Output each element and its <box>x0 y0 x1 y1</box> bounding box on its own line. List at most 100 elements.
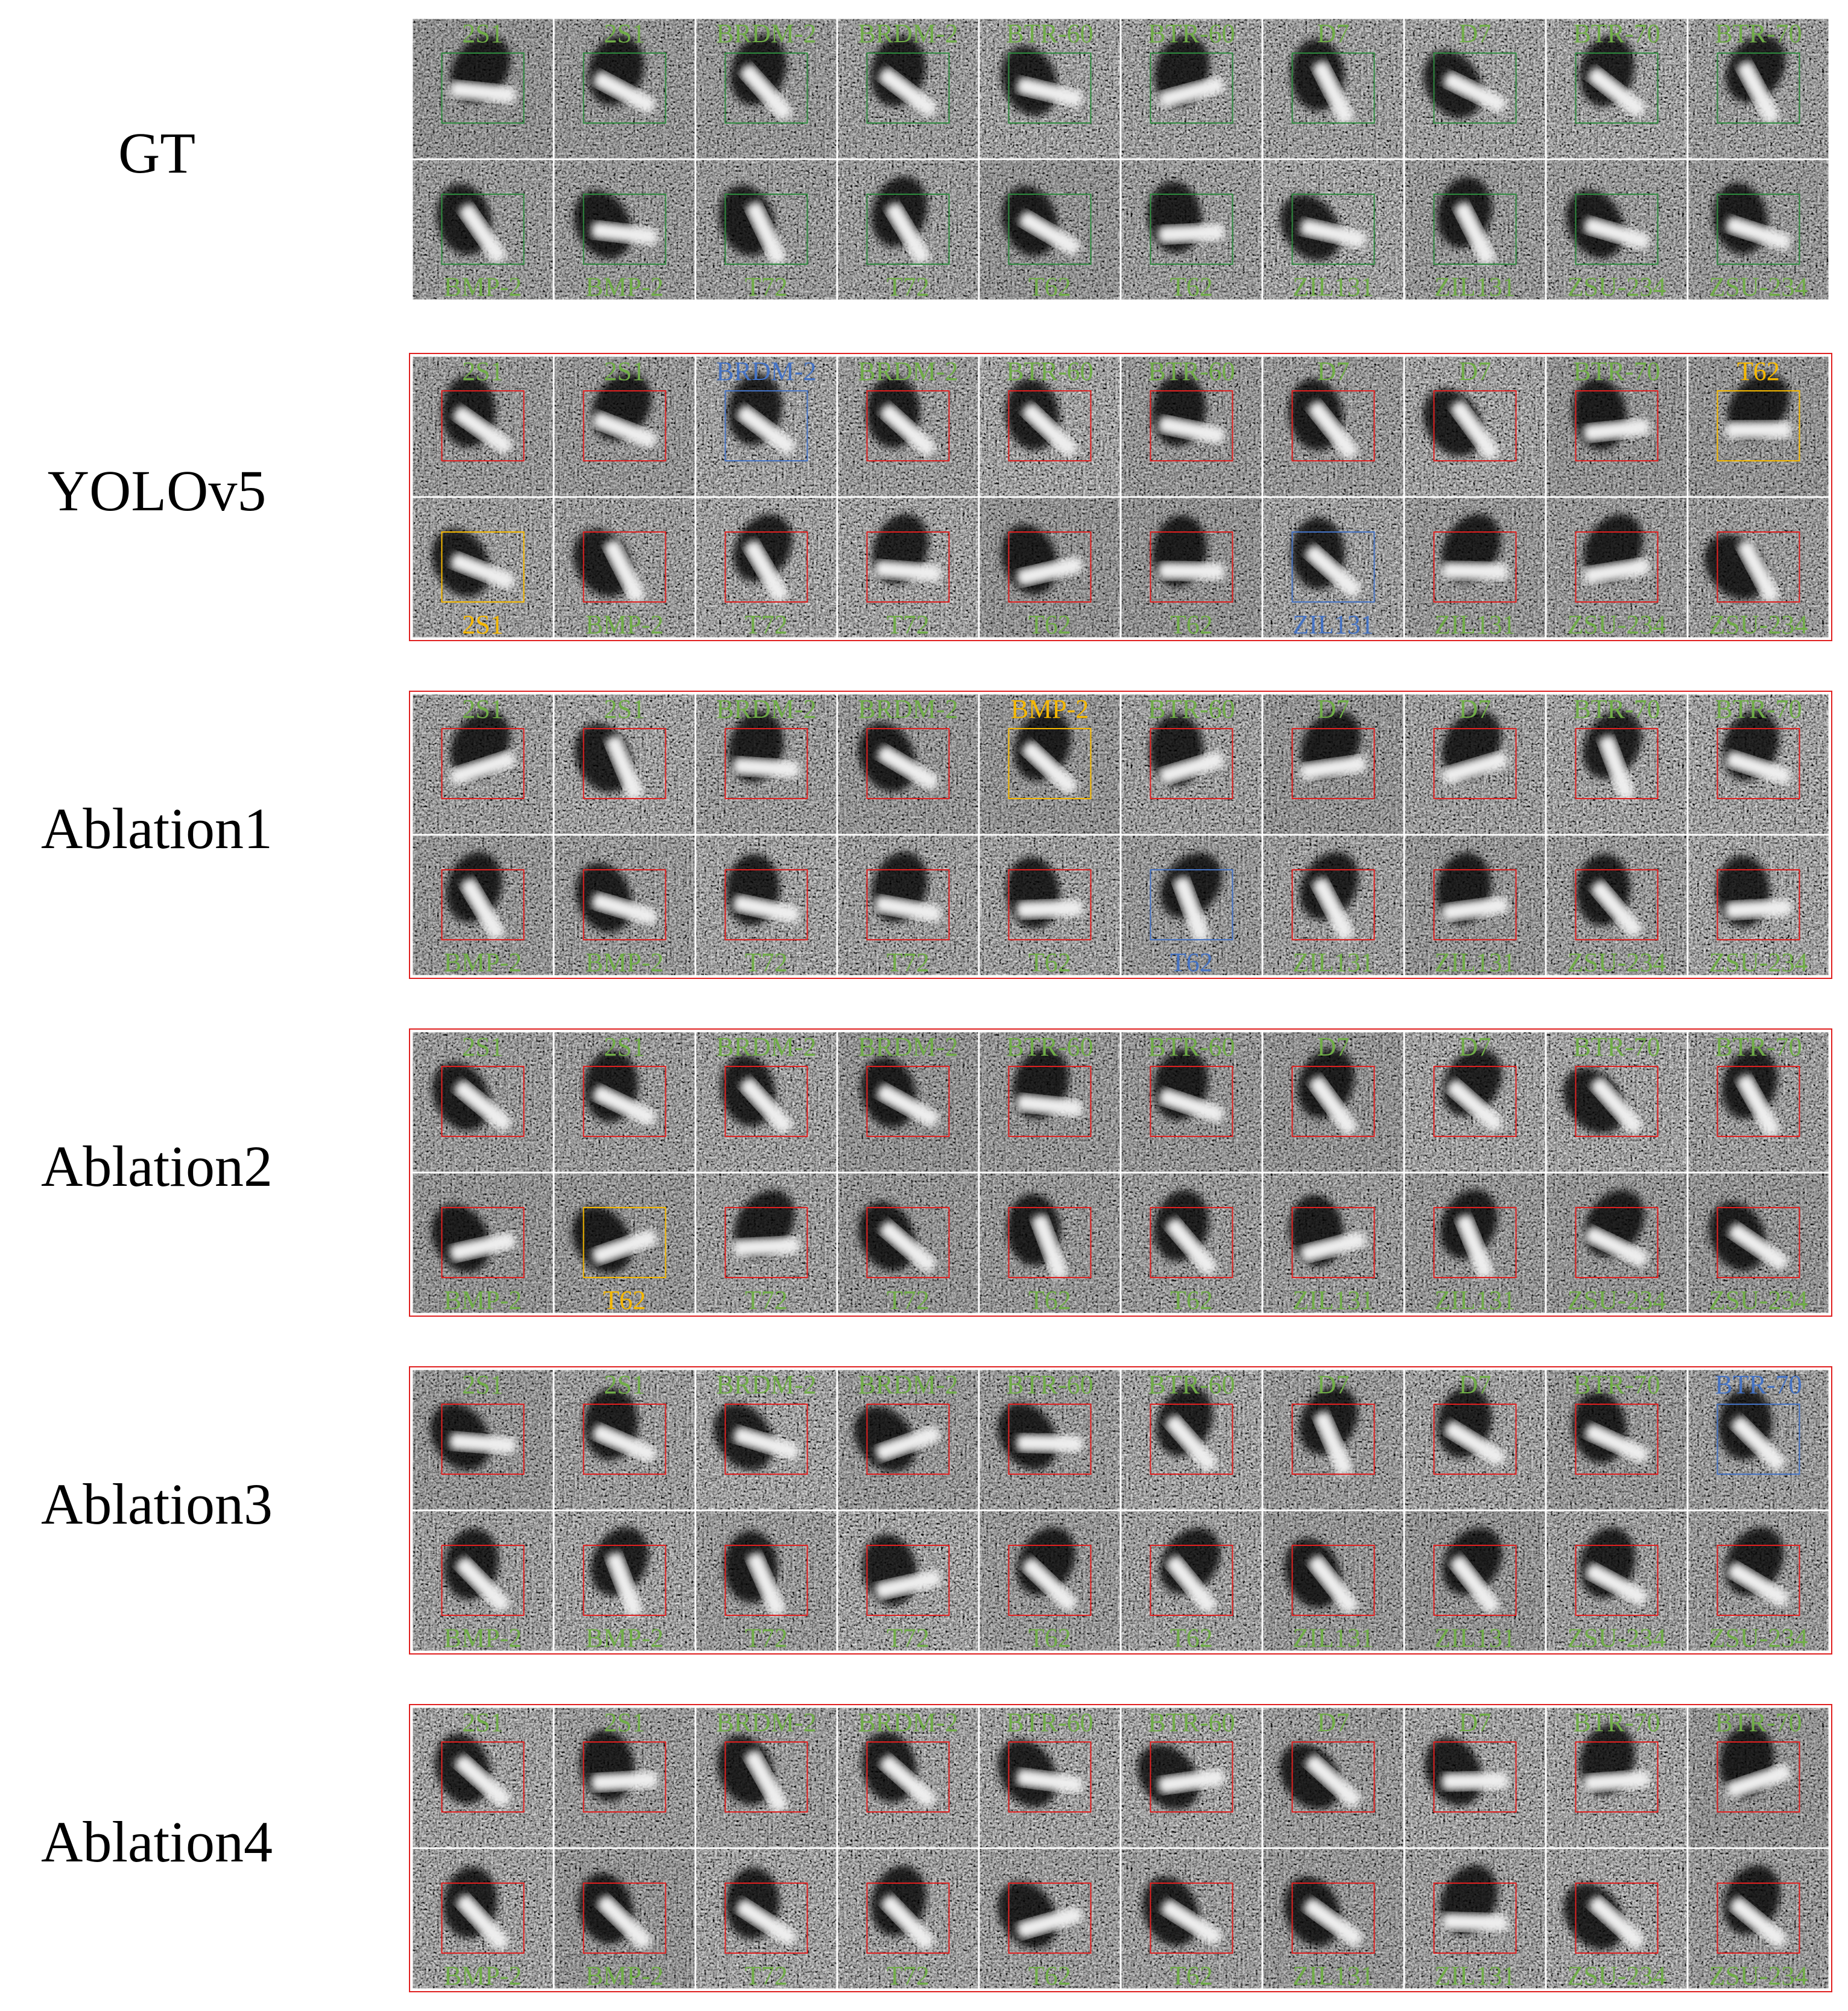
tile: T62 <box>978 1171 1122 1315</box>
target <box>1308 401 1358 459</box>
class-label: T62 <box>1028 610 1071 639</box>
row-label: Ablation3 <box>41 1472 273 1536</box>
result-group: Ablation1 2S1 2S1 BRDM-2 BRDM-2 BMP-2 BTR-60 D7… <box>41 691 1832 979</box>
tile: T62 <box>1119 158 1264 302</box>
tile: ZSU-234 <box>1686 834 1831 977</box>
class-label: T62 <box>1170 948 1213 977</box>
target <box>747 1553 786 1617</box>
bbox <box>441 1741 525 1813</box>
bbox <box>1150 194 1233 265</box>
bbox <box>1291 1545 1375 1616</box>
tile: BMP-2 <box>552 496 697 639</box>
tile: ZSU-234 <box>1545 158 1689 302</box>
tile: T62 <box>1119 1509 1264 1653</box>
class-label: BTR-60 <box>1148 694 1235 724</box>
tile: D7 <box>1261 1368 1405 1512</box>
target <box>1725 421 1792 439</box>
target <box>1441 1913 1508 1932</box>
tile: BTR-60 <box>1119 1030 1264 1174</box>
target <box>591 221 658 245</box>
class-label: T72 <box>887 1961 929 1990</box>
bbox <box>1150 869 1233 940</box>
class-label: 2S1 <box>462 610 503 639</box>
class-label: D7 <box>1459 1032 1492 1062</box>
class-label: BMP-2 <box>444 1961 522 1990</box>
class-label: 2S1 <box>604 694 645 724</box>
tile: ZIL131 <box>1403 158 1547 302</box>
class-label: BTR-70 <box>1573 694 1660 724</box>
target <box>449 1232 516 1261</box>
bbox <box>1291 1883 1375 1954</box>
class-label: D7 <box>1317 1370 1350 1399</box>
bbox <box>583 869 666 940</box>
tile: ZIL131 <box>1261 158 1405 302</box>
class-label: BTR-70 <box>1715 694 1802 724</box>
target <box>1161 1899 1222 1945</box>
target <box>461 878 505 940</box>
bbox <box>1291 1066 1375 1137</box>
tile: ZSU-234 <box>1545 1847 1689 1990</box>
bbox <box>1150 1545 1233 1616</box>
target <box>1450 1556 1500 1614</box>
target <box>733 1427 799 1460</box>
bbox <box>1008 869 1092 940</box>
class-label: ZIL131 <box>1293 1961 1373 1990</box>
tile: BTR-70 <box>1545 1030 1689 1174</box>
bbox <box>1433 390 1517 461</box>
target <box>1031 1214 1068 1279</box>
class-label: BRDM-2 <box>716 19 816 48</box>
bbox <box>724 728 808 799</box>
bbox <box>1575 194 1659 265</box>
class-label: D7 <box>1459 356 1492 386</box>
target <box>1441 896 1508 922</box>
class-label: BRDM-2 <box>858 19 958 48</box>
class-label: T62 <box>1170 1961 1213 1990</box>
bbox <box>866 1741 950 1813</box>
bbox <box>1575 1066 1659 1137</box>
tile: T62 <box>1686 355 1831 498</box>
target <box>1726 217 1791 250</box>
class-label: T72 <box>745 1961 788 1990</box>
target <box>1591 881 1642 937</box>
bbox <box>724 1404 808 1475</box>
bbox <box>441 1066 525 1137</box>
target <box>875 1426 941 1461</box>
target <box>1165 1415 1218 1472</box>
bbox <box>724 390 808 461</box>
target <box>1725 899 1792 919</box>
tile: D7 <box>1403 1706 1547 1849</box>
target <box>875 1570 941 1599</box>
bbox <box>724 1066 808 1137</box>
target <box>1590 1077 1643 1134</box>
tile: T62 <box>1119 834 1264 977</box>
class-label: BTR-70 <box>1715 1708 1802 1737</box>
class-label: T72 <box>887 948 929 977</box>
target <box>1737 540 1780 603</box>
tile: BTR-60 <box>1119 355 1264 498</box>
class-label: BTR-70 <box>1573 356 1660 386</box>
tile: BTR-60 <box>978 1706 1122 1849</box>
tile: 2S1 <box>411 17 555 160</box>
tile: BMP-2 <box>411 1509 555 1653</box>
tile-border <box>1686 1847 1831 1990</box>
class-label: D7 <box>1459 694 1492 724</box>
bbox <box>583 1883 666 1954</box>
class-label: ZIL131 <box>1434 1285 1515 1315</box>
class-label: 2S1 <box>604 356 645 386</box>
bbox <box>441 1545 525 1616</box>
group-frame <box>409 1366 1832 1655</box>
target <box>1017 1906 1083 1939</box>
bbox <box>866 1066 950 1137</box>
target <box>877 746 939 790</box>
class-label: BTR-60 <box>1148 356 1235 386</box>
tile: ZIL131 <box>1403 496 1547 639</box>
class-label: BMP-2 <box>586 948 664 977</box>
target <box>1585 1563 1648 1606</box>
class-label: BMP-2 <box>444 1285 522 1315</box>
tile: BTR-60 <box>1119 692 1264 836</box>
bbox <box>1717 1545 1800 1616</box>
bbox <box>866 194 950 265</box>
target <box>591 1771 658 1791</box>
bbox <box>1717 52 1800 124</box>
